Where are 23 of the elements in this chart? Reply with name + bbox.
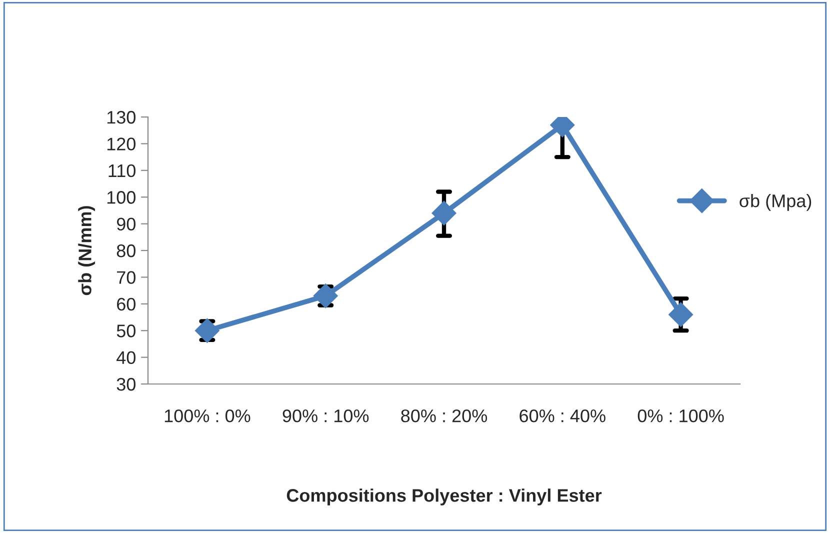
y-tick-label: 60	[117, 298, 136, 311]
point	[432, 200, 456, 226]
y-tick-label: 90	[116, 218, 136, 231]
point	[194, 318, 220, 343]
y-tick-label: 30	[116, 378, 136, 391]
y-tick-label: 100	[107, 191, 136, 204]
y-tick-label: 120	[107, 138, 136, 150]
y-tick-label: 130	[107, 110, 136, 124]
x-tick-label: 80% : 20%	[401, 409, 488, 422]
x-tick-label: 90% : 10%	[282, 409, 369, 422]
y-axis-title: σb (N/mm)	[78, 206, 95, 296]
y-tick-label: 110	[108, 164, 136, 178]
point	[313, 284, 338, 308]
y-tick-label: 70	[117, 271, 136, 284]
legend-label: σb (Mpa)	[740, 194, 812, 211]
y-tick-label: 50	[116, 324, 136, 338]
x-tick-label: 100% : 0%	[164, 409, 250, 422]
y-tick-label: 80	[116, 244, 136, 258]
x-tick-label: 60% : 40%	[520, 409, 606, 422]
x-axis-title: Compositions Polyester : Vinyl Ester	[286, 488, 602, 506]
point	[668, 302, 694, 327]
y-tick-label: 40	[116, 351, 136, 364]
x-tick-label: 0% : 100%	[638, 409, 724, 422]
